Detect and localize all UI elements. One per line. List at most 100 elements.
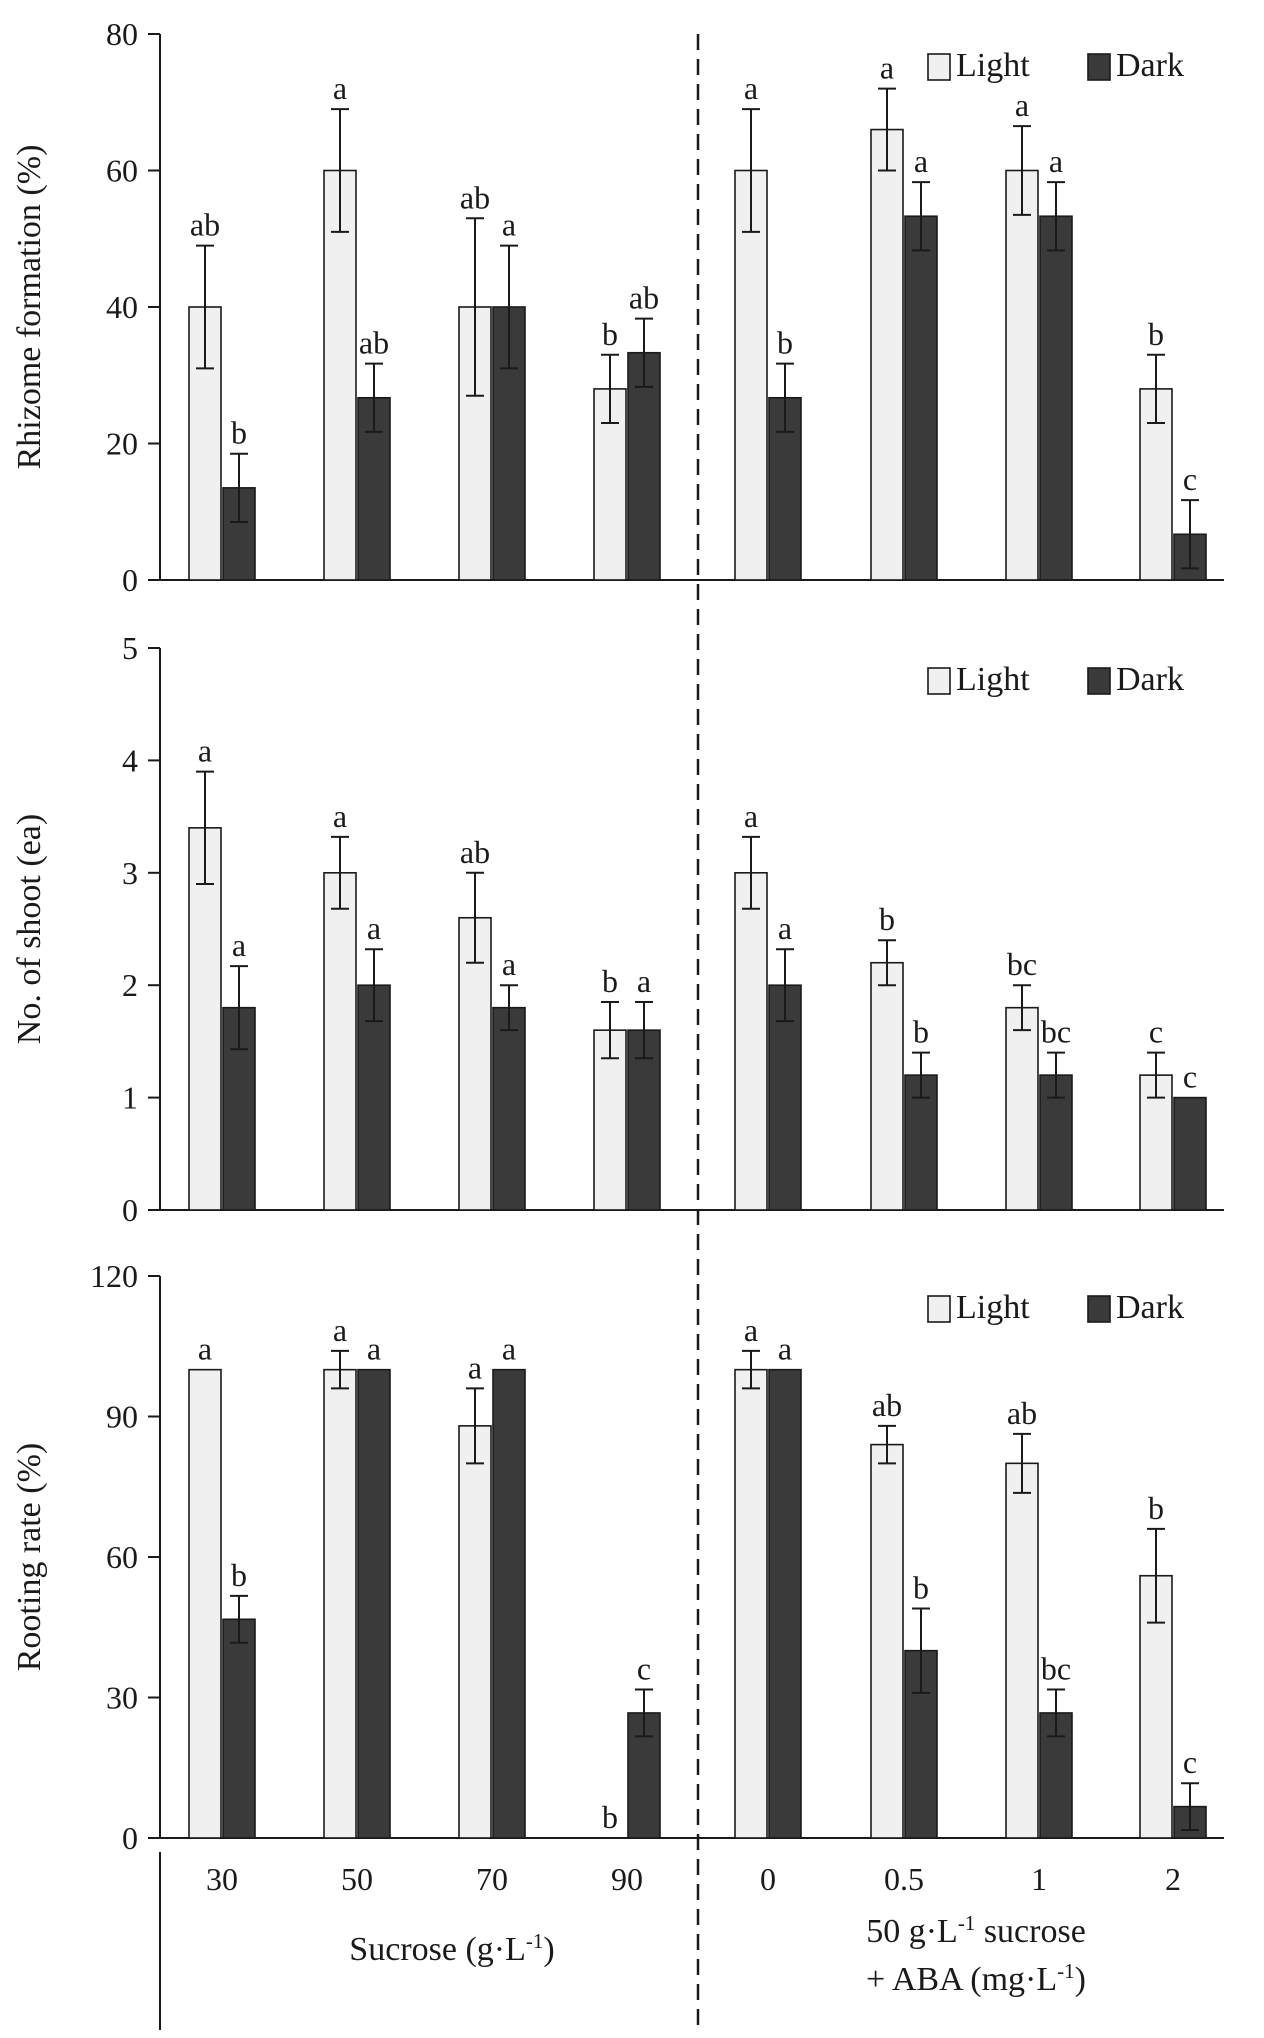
bar-light-90 — [593, 1029, 627, 1211]
significance-letter: ab — [872, 1387, 902, 1423]
y-axis-title: Rooting rate (%) — [11, 1443, 48, 1672]
significance-letter: b — [602, 1799, 618, 1835]
significance-letter: a — [333, 70, 347, 106]
bar-dark-70 — [492, 1368, 526, 1839]
legend-swatch-light — [927, 667, 951, 695]
x-tick-label: 0.5 — [884, 1861, 924, 1897]
significance-letter: a — [1049, 143, 1063, 179]
bar-dark-50 — [357, 1368, 391, 1839]
significance-letter: c — [637, 1651, 651, 1687]
legend: Light Dark — [927, 47, 1184, 84]
y-tick-label: 40 — [106, 289, 138, 325]
x-tick-label: 50 — [341, 1861, 373, 1897]
significance-letter: a — [880, 50, 894, 86]
bar-dark-30 — [222, 1618, 256, 1839]
significance-letter: ab — [460, 834, 490, 870]
y-tick-label: 90 — [106, 1399, 138, 1435]
significance-letter: ab — [629, 280, 659, 316]
significance-letter: ab — [1007, 1395, 1037, 1431]
significance-letter: b — [913, 1014, 929, 1050]
bar-light-1 — [1005, 1006, 1039, 1211]
bar-light-0 — [734, 1368, 768, 1839]
bar-dark-0.5 — [904, 215, 938, 581]
legend-label-dark: Dark — [1116, 1289, 1184, 1326]
significance-letter: a — [502, 207, 516, 243]
legend-label-light: Light — [956, 47, 1030, 84]
significance-letter: b — [602, 316, 618, 352]
significance-letter: a — [1015, 87, 1029, 123]
significance-letter: c — [1149, 1014, 1163, 1050]
legend-label-dark: Dark — [1116, 47, 1184, 84]
y-tick-label: 4 — [122, 742, 138, 778]
significance-letter: a — [468, 1349, 482, 1385]
y-tick-label: 5 — [122, 630, 138, 666]
y-tick-label: 120 — [90, 1258, 138, 1294]
legend-swatch-light — [927, 53, 951, 81]
y-tick-label: 3 — [122, 855, 138, 891]
x-tick-label: 0 — [760, 1861, 776, 1897]
significance-letter: a — [198, 733, 212, 769]
legend-label-light: Light — [956, 661, 1030, 698]
y-tick-label: 30 — [106, 1680, 138, 1716]
bar-dark-90 — [627, 351, 661, 581]
significance-letter: a — [333, 1312, 347, 1348]
significance-letter: b — [913, 1570, 929, 1606]
y-tick-label: 0 — [122, 1192, 138, 1228]
significance-letter: ab — [190, 207, 220, 243]
x-tick-label: 70 — [476, 1861, 508, 1897]
significance-letter: a — [198, 1331, 212, 1367]
legend-label-light: Light — [956, 1289, 1030, 1326]
y-tick-label: 2 — [122, 967, 138, 1003]
significance-letter: c — [1183, 461, 1197, 497]
significance-letter: b — [231, 415, 247, 451]
significance-letter: b — [231, 1557, 247, 1593]
legend-swatch-dark — [1087, 1295, 1111, 1323]
bar-light-30 — [188, 827, 222, 1211]
significance-letter: a — [333, 798, 347, 834]
significance-letter: c — [1183, 1059, 1197, 1095]
x-group-label-aba-line2: + ABA (mg·L-1) — [866, 1959, 1086, 1998]
x-tick-label: 1 — [1031, 1861, 1047, 1897]
bar-dark-90 — [627, 1029, 661, 1211]
significance-letter: a — [367, 910, 381, 946]
bar-light-0 — [734, 169, 768, 581]
y-tick-label: 60 — [106, 153, 138, 189]
bar-light-1 — [1005, 1462, 1039, 1839]
significance-letter: c — [1183, 1744, 1197, 1780]
significance-letter: a — [637, 963, 651, 999]
y-tick-label: 1 — [122, 1080, 138, 1116]
significance-letter: bc — [1041, 1014, 1071, 1050]
bar-light-50 — [323, 871, 357, 1211]
significance-letter: a — [502, 1331, 516, 1367]
significance-letter: a — [502, 946, 516, 982]
bar-light-0.5 — [870, 128, 904, 581]
legend: Light Dark — [927, 1289, 1184, 1326]
significance-letter: b — [602, 963, 618, 999]
bar-light-30 — [188, 1368, 222, 1839]
x-group-label-aba-line1: 50 g·L-1 sucrose — [866, 1911, 1086, 1950]
significance-letter: a — [914, 143, 928, 179]
y-tick-label: 80 — [106, 16, 138, 52]
x-group-label-sucrose: Sucrose (g·L-1) — [349, 1929, 554, 1968]
significance-letter: ab — [460, 179, 490, 215]
significance-letter: b — [1148, 316, 1164, 352]
y-tick-label: 60 — [106, 1539, 138, 1575]
bar-dark-1 — [1039, 215, 1073, 581]
bar-light-70 — [458, 916, 492, 1211]
significance-letter: b — [879, 901, 895, 937]
significance-letter: bc — [1041, 1651, 1071, 1687]
y-tick-label: 0 — [122, 562, 138, 598]
legend-label-dark: Dark — [1116, 661, 1184, 698]
y-tick-label: 0 — [122, 1820, 138, 1856]
significance-letter: b — [1148, 1490, 1164, 1526]
significance-letter: a — [232, 927, 246, 963]
x-tick-label: 90 — [611, 1861, 643, 1897]
significance-letter: a — [744, 1312, 758, 1348]
legend: Light Dark — [927, 661, 1184, 698]
significance-letter: bc — [1007, 946, 1037, 982]
legend-swatch-dark — [1087, 667, 1111, 695]
bar-light-70 — [458, 1425, 492, 1839]
